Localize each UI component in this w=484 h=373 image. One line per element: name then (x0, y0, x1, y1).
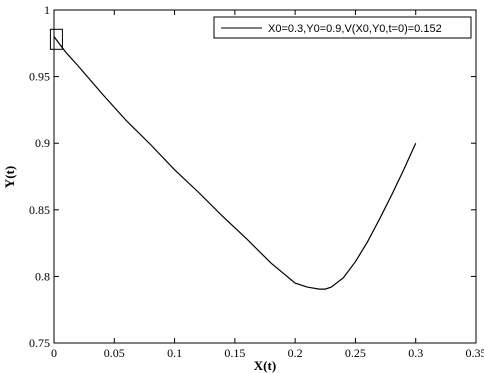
x-tick-label: 0.05 (104, 346, 125, 360)
series-layer (53, 36, 417, 290)
y-tick-label: 0.95 (29, 70, 50, 84)
x-tick-label: 0.35 (466, 346, 484, 360)
x-tick-label: 0.3 (408, 346, 423, 360)
y-tick-label: 0.85 (29, 203, 50, 217)
x-axis-label: X(t) (254, 358, 276, 373)
x-tick-label: 0.2 (288, 346, 303, 360)
legend-box (213, 16, 472, 39)
x-tick-label: 0.1 (167, 346, 182, 360)
y-tick-label: 0.8 (35, 269, 50, 283)
y-tick-label: 0.9 (35, 136, 50, 150)
legend: X0=0.3,Y0=0.9,V(X0,Y0,t=0)=0.152 (213, 16, 472, 39)
x-axis-ticks: 0 0.05 0.1 0.15 0.2 0.25 0.3 0.35 (51, 10, 484, 360)
x-tick-label: 0.25 (345, 346, 366, 360)
y-tick-label: 1 (44, 3, 50, 17)
x-tick-label: 0 (51, 346, 57, 360)
y-tick-label: 0.75 (29, 336, 50, 350)
legend-entry-label: X0=0.3,Y0=0.9,V(X0,Y0,t=0)=0.152 (268, 23, 442, 35)
initial-point-box (49, 28, 63, 50)
plot-area (53, 9, 477, 344)
y-axis-label: Y(t) (2, 166, 17, 188)
annotation-layer (49, 28, 63, 50)
y-axis-ticks: 0.75 0.8 0.85 0.9 0.95 1 (29, 3, 476, 350)
series-line (53, 36, 417, 290)
x-tick-label: 0.15 (224, 346, 245, 360)
